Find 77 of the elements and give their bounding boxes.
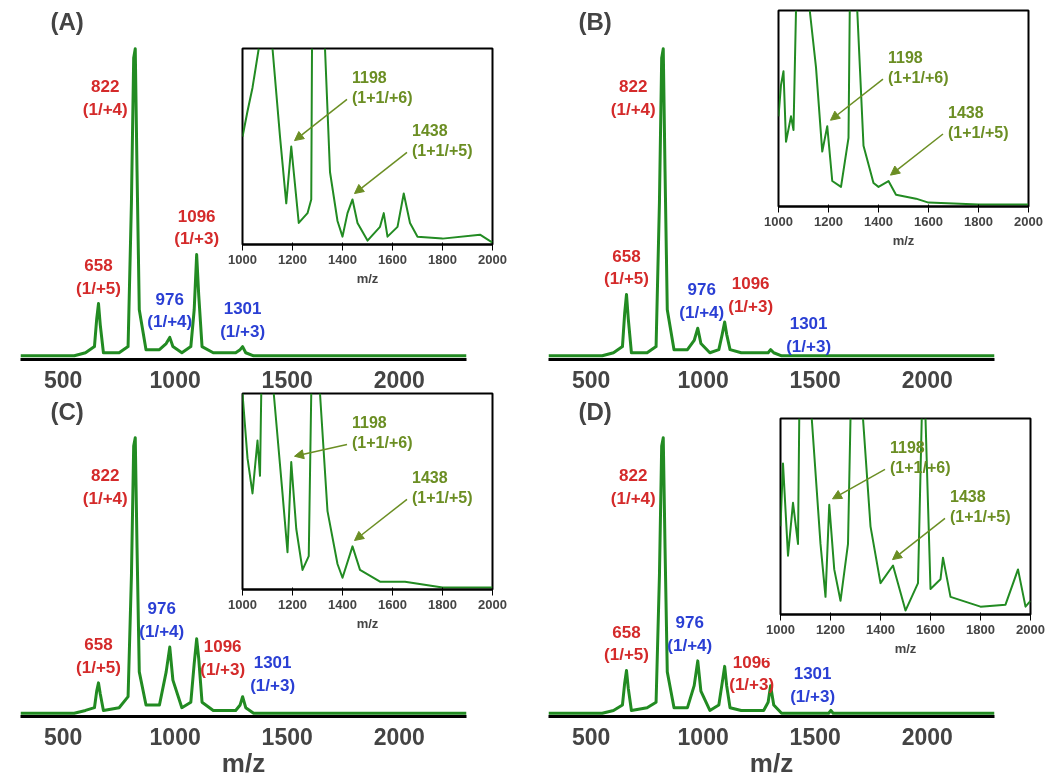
chart-title: (B) xyxy=(578,7,612,35)
annotation: 1301 (1/+3) xyxy=(250,652,296,695)
annotation: 1198 (1+1/+6) xyxy=(888,48,949,87)
x-tick-label: 1500 xyxy=(261,723,313,750)
annotation: 1301 (1/+3) xyxy=(790,663,836,706)
x-tick-label: 1200 xyxy=(816,621,845,637)
x-tick-label: 2000 xyxy=(478,251,507,267)
x-tick-label: 1800 xyxy=(428,251,457,267)
x-tick-label: 1200 xyxy=(814,213,843,229)
x-tick-label: 1000 xyxy=(677,366,729,393)
x-tick-label: 1000 xyxy=(228,596,257,612)
x-tick-label: 1000 xyxy=(149,366,201,393)
annotation: 1096 (1/+3) xyxy=(200,637,246,679)
x-tick-label: 1400 xyxy=(328,596,357,612)
x-tick-label: 1500 xyxy=(261,366,313,393)
annotation: 1096 (1/+3) xyxy=(729,652,775,695)
annotation: 658 (1/+5) xyxy=(76,635,121,677)
annotation: 1301 (1/+3) xyxy=(220,298,266,341)
annotation: 1438 (1+1/+5) xyxy=(412,121,473,160)
annotation: 822 (1/+4) xyxy=(610,76,656,119)
x-tick-label: 1600 xyxy=(378,251,407,267)
annotation: 658 (1/+5) xyxy=(76,255,121,298)
annotation: 658 (1/+5) xyxy=(604,622,649,665)
annotation: 1096 (1/+3) xyxy=(174,206,220,249)
x-axis-title: m/z xyxy=(749,747,794,778)
x-tick-label: 1000 xyxy=(764,213,793,229)
annotation: 1096 (1/+3) xyxy=(728,274,774,317)
chart-title: (A) xyxy=(50,7,84,35)
chart-title: (D) xyxy=(578,397,612,425)
x-tick-label: 1000 xyxy=(228,251,257,267)
chart-title: (C) xyxy=(50,397,84,425)
x-tick-label: 1500 xyxy=(789,366,841,393)
x-axis-title: m/z xyxy=(356,270,379,286)
x-tick-label: 1200 xyxy=(278,251,307,267)
annotation: 976 (1/+4) xyxy=(139,599,185,642)
annotation: 1198 (1+1/+6) xyxy=(352,69,413,107)
x-tick-label: 500 xyxy=(43,723,83,750)
annotation: 1438 (1+1/+5) xyxy=(948,103,1009,141)
annotation: 1438 (1+1/+5) xyxy=(412,468,473,507)
x-axis-title: m/z xyxy=(356,615,379,631)
x-tick-label: 1600 xyxy=(916,621,945,637)
x-tick-label: 2000 xyxy=(901,723,953,750)
x-tick-label: 1600 xyxy=(378,596,407,612)
x-tick-label: 1800 xyxy=(964,213,993,229)
annotation: 822 (1/+4) xyxy=(610,465,656,508)
x-tick-label: 500 xyxy=(571,366,611,393)
x-tick-label: 2000 xyxy=(1016,621,1045,637)
x-tick-label: 1000 xyxy=(149,723,201,750)
x-tick-label: 1400 xyxy=(864,213,893,229)
annotation: 822 (1/+4) xyxy=(82,76,128,119)
x-tick-label: 500 xyxy=(571,723,611,750)
x-tick-label: 500 xyxy=(43,366,83,393)
annotation: 658 (1/+5) xyxy=(604,246,649,289)
x-tick-label: 1500 xyxy=(789,723,841,750)
annotation: 976 (1/+4) xyxy=(679,280,725,323)
annotation: 1198 (1+1/+6) xyxy=(352,414,413,452)
x-axis-title: m/z xyxy=(221,747,266,778)
x-tick-label: 1400 xyxy=(328,251,357,267)
annotation: 976 (1/+4) xyxy=(147,289,193,332)
x-tick-label: 2000 xyxy=(901,366,953,393)
x-axis-title: m/z xyxy=(892,232,915,248)
x-tick-label: 1800 xyxy=(428,596,457,612)
annotation: 822 (1/+4) xyxy=(82,465,128,508)
x-tick-label: 1000 xyxy=(766,621,795,637)
x-tick-label: 2000 xyxy=(373,366,425,393)
x-tick-label: 1600 xyxy=(914,213,943,229)
x-axis-title: m/z xyxy=(894,640,917,656)
x-tick-label: 2000 xyxy=(478,596,507,612)
annotation: 1438 (1+1/+5) xyxy=(950,488,1011,526)
x-tick-label: 1000 xyxy=(677,723,729,750)
x-tick-label: 1400 xyxy=(866,621,895,637)
x-tick-label: 2000 xyxy=(373,723,425,750)
x-tick-label: 1800 xyxy=(966,621,995,637)
x-tick-label: 1200 xyxy=(278,596,307,612)
x-tick-label: 2000 xyxy=(1014,213,1043,229)
annotation: 976 (1/+4) xyxy=(667,613,713,655)
annotation: 1301 (1/+3) xyxy=(786,313,832,356)
